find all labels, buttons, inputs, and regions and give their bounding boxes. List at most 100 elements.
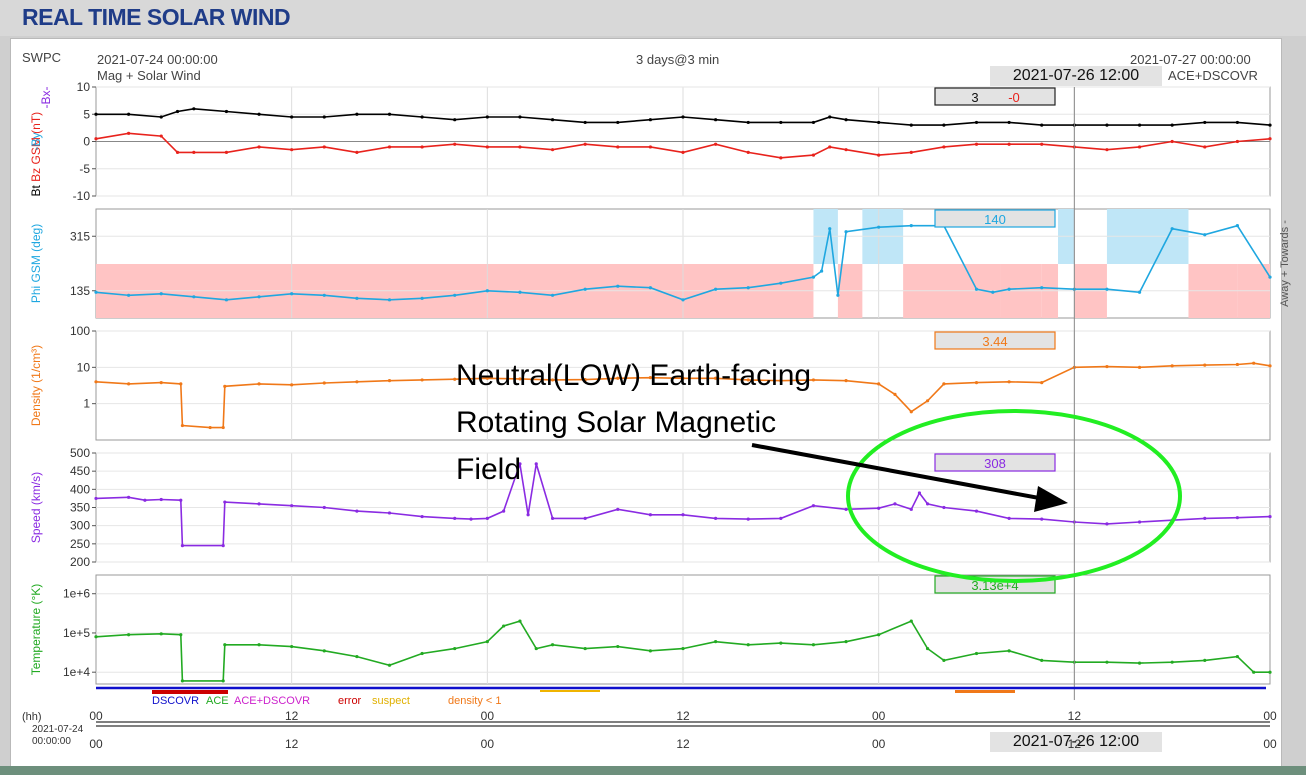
cursor-time-top[interactable]: 2021-07-26 12:00 (990, 66, 1162, 86)
mag-bz-point (1040, 142, 1044, 146)
mag-bz-point (355, 150, 359, 154)
mag-bz-point (648, 145, 652, 149)
phi-point (1235, 224, 1239, 228)
mag-ytick-label: 10 (77, 80, 91, 94)
time-tick-label-bottom: 12 (676, 737, 690, 751)
mag-bt-point (322, 115, 326, 119)
speed-point (180, 544, 185, 548)
phi-point (819, 269, 824, 273)
speed-point (469, 517, 473, 521)
speed-point (746, 517, 750, 521)
density-point (1007, 380, 1011, 384)
cursor-time-bottom[interactable]: 2021-07-26 12:00 (990, 732, 1162, 752)
speed-point (1235, 516, 1239, 520)
phi-point (387, 298, 392, 302)
end-time: 2021-07-27 00:00:00 (1130, 52, 1251, 67)
speed-point (877, 506, 881, 510)
speed-readout-value: 308 (984, 456, 1006, 471)
density-ytick-label: 1 (83, 397, 90, 411)
density-point (94, 380, 98, 384)
phi-point (224, 298, 229, 302)
time-tick-label-bottom: 12 (1068, 737, 1082, 751)
time-tick-label-top: 00 (872, 709, 886, 723)
speed-point (518, 462, 522, 466)
mag-ylabel-part: -By (29, 133, 43, 151)
density-point (942, 382, 946, 386)
time-tick-label-bottom: 00 (1263, 737, 1277, 751)
density-point (420, 378, 424, 382)
annotation-line-1: Neutral(LOW) Earth-facing (456, 359, 811, 392)
density-point (925, 399, 930, 403)
mag-bt-point (290, 115, 294, 119)
phi-ylabel: Phi GSM (deg) (29, 224, 43, 303)
temperature-ytick-label: 1e+4 (63, 665, 90, 679)
temperature-point (485, 640, 489, 644)
temperature-point (583, 646, 587, 651)
temperature-point (94, 635, 98, 639)
phi-point (844, 230, 848, 234)
mag-bt-point (779, 120, 783, 125)
phi-point (877, 225, 881, 229)
mag-bt-point (1007, 120, 1011, 125)
annotation-ellipse (846, 409, 1182, 583)
mag-bz-point (192, 150, 196, 154)
mag-bz-point (811, 153, 816, 157)
temperature-point (179, 633, 183, 637)
temperature-point (1170, 660, 1174, 664)
speed-point (942, 505, 946, 510)
density-point (485, 376, 489, 380)
mag-bz-point (518, 145, 522, 149)
density-point (1268, 364, 1272, 368)
phi-point (828, 227, 832, 231)
annotation-line-3: Field (456, 453, 521, 486)
density-point (355, 380, 359, 384)
mag-bz-point (224, 150, 229, 154)
density-point (616, 376, 620, 380)
phi-point (127, 293, 131, 297)
density-point (1203, 363, 1207, 367)
phi-point (1105, 287, 1109, 291)
phi-ytick-label: 135 (70, 284, 90, 298)
speed-point (974, 509, 979, 513)
density-point (179, 382, 183, 386)
temperature-point (648, 649, 652, 653)
mag-bz-point (974, 142, 979, 146)
legend-ace: ACE (206, 695, 229, 707)
density-point (518, 377, 522, 381)
time-tick-label-top: 00 (1263, 709, 1277, 723)
density-point (1040, 381, 1044, 385)
temperature-point (322, 649, 326, 653)
page-title: REAL TIME SOLAR WIND (22, 4, 291, 30)
phi-point (550, 293, 555, 297)
legend-ace_dscovr: ACE+DSCOVR (234, 695, 310, 707)
phi-point (811, 275, 816, 279)
mag-bz-point (779, 156, 783, 160)
mag-bt-readout: 3 (971, 90, 978, 105)
density-point (1137, 365, 1142, 369)
speed-point (1268, 514, 1272, 519)
density-point (223, 384, 227, 388)
mag-bt-point (828, 115, 832, 119)
mag-ytick-label: 0 (83, 135, 90, 149)
speed-point (94, 496, 98, 501)
status-error-segment (152, 690, 228, 694)
temperature-point (746, 643, 750, 647)
status-suspect-segment (540, 690, 600, 692)
temperature-point (221, 679, 225, 683)
density-point (648, 376, 652, 380)
temperature-point (779, 641, 783, 645)
speed-point (811, 504, 816, 508)
density-point (208, 425, 212, 430)
mag-bt-point (420, 115, 424, 119)
speed-ytick-label: 200 (70, 555, 90, 569)
legend-suspect: suspect (372, 695, 410, 707)
temperature-point (877, 633, 881, 637)
temperature-point (518, 619, 522, 623)
temperature-point (1040, 658, 1044, 662)
phi-point (1203, 233, 1207, 237)
mag-bz-point (485, 145, 489, 149)
temperature-point (925, 646, 930, 651)
temperature-point (1137, 661, 1142, 665)
mag-bz-point (1105, 148, 1109, 152)
phi-point (159, 292, 163, 296)
